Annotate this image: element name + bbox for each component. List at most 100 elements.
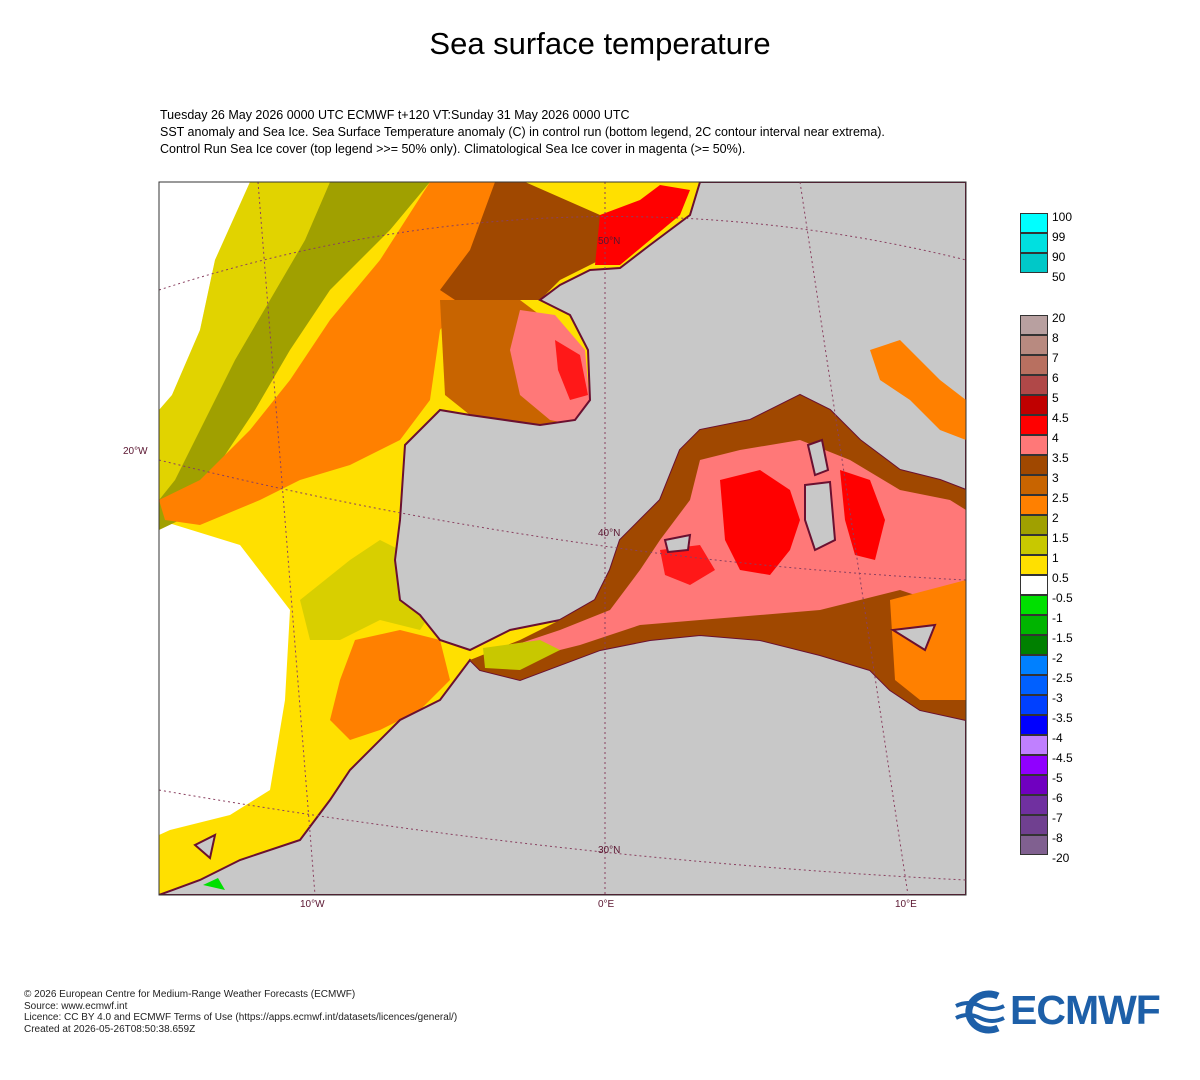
legend-label: 2.5: [1052, 491, 1069, 505]
footer-created: Created at 2026-05-26T08:50:38.659Z: [24, 1023, 196, 1035]
ecmwf-logo-icon: [955, 990, 1005, 1034]
legend-swatch: [1020, 695, 1048, 715]
med-red-west: [720, 470, 800, 575]
legend-label: -8: [1052, 831, 1063, 845]
legend-swatch: [1020, 835, 1048, 855]
legend-swatch: [1020, 233, 1048, 253]
legend-swatch: [1020, 335, 1048, 355]
subtitle-line-3: Control Run Sea Ice cover (top legend >>…: [160, 142, 746, 156]
legend-label: -1.5: [1052, 631, 1073, 645]
legend-swatch: [1020, 455, 1048, 475]
white-west-south: [159, 520, 290, 835]
legend-label: -4: [1052, 731, 1063, 745]
legend-swatch: [1020, 435, 1048, 455]
legend-swatch: [1020, 495, 1048, 515]
lon-label-10w: 10°W: [300, 899, 325, 910]
legend-swatch: [1020, 615, 1048, 635]
footer-source: Source: www.ecmwf.int: [24, 1000, 128, 1012]
legend-label: 3: [1052, 471, 1059, 485]
legend-label: 100: [1052, 210, 1073, 224]
subtitle-line-2: SST anomaly and Sea Ice. Sea Surface Tem…: [160, 125, 885, 139]
legend-swatch: [1020, 395, 1048, 415]
legend-swatch: [1020, 655, 1048, 675]
legend-label: -2: [1052, 651, 1063, 665]
legend-label: 2: [1052, 511, 1059, 525]
legend-swatch: [1020, 635, 1048, 655]
alboran-yellow: [483, 640, 560, 670]
canary-green: [203, 878, 225, 890]
legend-label: -1: [1052, 611, 1063, 625]
legend-label: -4.5: [1052, 751, 1073, 765]
white-west-north: [159, 182, 250, 410]
legend-label: -7: [1052, 811, 1063, 825]
lat-label-50n: 50°N: [598, 236, 620, 247]
ecmwf-logo-text: ECMWF: [1010, 987, 1161, 1033]
subtitle-line-1: Tuesday 26 May 2026 0000 UTC ECMWF t+120…: [160, 108, 630, 122]
band-olive: [159, 182, 430, 530]
legend-label: -0.5: [1052, 591, 1073, 605]
legend-label: 7: [1052, 351, 1059, 365]
legend-label: 3.5: [1052, 451, 1069, 465]
legend-label: 1: [1052, 551, 1059, 565]
graticule: [159, 182, 966, 895]
legend-swatch: [1020, 755, 1048, 775]
legend-swatch: [1020, 415, 1048, 435]
legend-label: 0.5: [1052, 571, 1069, 585]
canary-island: [193, 833, 217, 860]
lon-label-0: 0°E: [598, 899, 615, 910]
biscay-red: [555, 340, 588, 400]
band-orange-atlantic: [159, 182, 540, 525]
sardinia: [804, 480, 837, 552]
ice-legend: [1020, 213, 1048, 273]
legend-swatch: [1020, 475, 1048, 495]
legend-label: -3.5: [1052, 711, 1073, 725]
legend-label: 8: [1052, 331, 1059, 345]
legend-swatch: [1020, 595, 1048, 615]
sicily: [890, 623, 937, 652]
legend-swatch: [1020, 735, 1048, 755]
legend-label: 90: [1052, 250, 1066, 264]
legend-label: 99: [1052, 230, 1066, 244]
legend-swatch: [1020, 535, 1048, 555]
footer-credits: © 2026 European Centre for Medium-Range …: [24, 989, 457, 1035]
legend-label: -6: [1052, 791, 1063, 805]
legend-label: -2.5: [1052, 671, 1073, 685]
legend-label: 5: [1052, 391, 1059, 405]
band-light: [159, 182, 330, 500]
legend-swatch: [1020, 375, 1048, 395]
legend-label: -20: [1052, 851, 1070, 865]
legend-label: -5: [1052, 771, 1063, 785]
corsica: [806, 438, 830, 477]
adriatic-orange: [870, 340, 966, 440]
footer-licence: Licence: CC BY 4.0 and ECMWF Terms of Us…: [24, 1012, 458, 1023]
legend-label: 6: [1052, 371, 1059, 385]
map-subtitle: Tuesday 26 May 2026 0000 UTC ECMWF t+120…: [160, 107, 885, 158]
biscay-brown: [440, 182, 600, 310]
footer-copyright: © 2026 European Centre for Medium-Range …: [24, 989, 356, 1000]
channel-red: [595, 185, 690, 265]
legend-swatch: [1020, 715, 1048, 735]
chart-title: Sea surface temperature: [429, 26, 771, 61]
legend-swatch: [1020, 795, 1048, 815]
legend-label: 4: [1052, 431, 1059, 445]
legend-swatch: [1020, 515, 1048, 535]
legend-label: 4.5: [1052, 411, 1069, 425]
lat-label-30n: 30°N: [598, 845, 620, 856]
legend-swatch: [1020, 253, 1048, 273]
legend-swatch: [1020, 555, 1048, 575]
legend-swatch: [1020, 213, 1048, 233]
lat-label-40n: 40°N: [598, 528, 620, 539]
legend-label: 20: [1052, 311, 1066, 325]
lon-label-10e: 10°E: [895, 899, 917, 910]
legend-label: -3: [1052, 691, 1063, 705]
legend-swatch: [1020, 775, 1048, 795]
legend-label: 1.5: [1052, 531, 1069, 545]
legend-label: 50: [1052, 270, 1066, 284]
med-red-balearic: [660, 545, 715, 585]
med-red-tyrrhenian: [840, 470, 885, 560]
legend-swatch: [1020, 315, 1048, 335]
legend-swatch: [1020, 355, 1048, 375]
mallorca: [663, 533, 692, 554]
atlantic-orange-south: [330, 630, 450, 740]
